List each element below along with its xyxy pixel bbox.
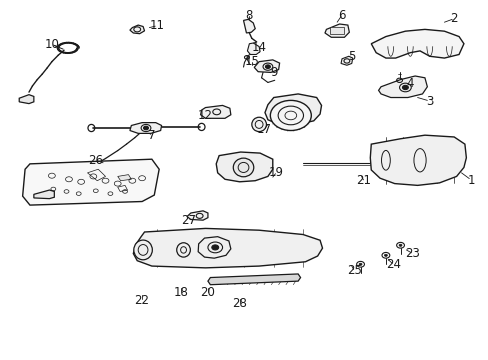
Circle shape xyxy=(402,85,407,90)
Polygon shape xyxy=(340,56,352,65)
Polygon shape xyxy=(207,274,300,285)
Polygon shape xyxy=(325,24,348,37)
Ellipse shape xyxy=(251,117,266,132)
Text: 4: 4 xyxy=(406,77,413,90)
Text: 23: 23 xyxy=(405,247,419,260)
Text: 20: 20 xyxy=(200,287,215,300)
Polygon shape xyxy=(130,25,144,34)
Polygon shape xyxy=(198,237,230,258)
Text: 15: 15 xyxy=(244,55,259,68)
Text: 8: 8 xyxy=(245,9,253,22)
Text: 19: 19 xyxy=(268,166,283,179)
Text: 6: 6 xyxy=(338,9,345,22)
Text: 12: 12 xyxy=(198,109,213,122)
Polygon shape xyxy=(264,94,321,125)
Polygon shape xyxy=(247,43,260,54)
Circle shape xyxy=(143,126,148,130)
Circle shape xyxy=(265,65,270,68)
Text: 11: 11 xyxy=(149,19,164,32)
Polygon shape xyxy=(118,175,131,181)
Polygon shape xyxy=(22,159,159,205)
Polygon shape xyxy=(216,152,272,182)
Polygon shape xyxy=(133,228,322,268)
Polygon shape xyxy=(130,123,161,134)
Ellipse shape xyxy=(134,240,152,260)
Polygon shape xyxy=(19,95,34,104)
Circle shape xyxy=(398,244,401,246)
Circle shape xyxy=(358,263,361,265)
Text: 24: 24 xyxy=(385,258,400,271)
Text: 17: 17 xyxy=(256,123,271,136)
Text: 5: 5 xyxy=(347,50,355,63)
Text: 2: 2 xyxy=(449,12,457,25)
Circle shape xyxy=(270,100,311,131)
Text: 10: 10 xyxy=(44,38,59,51)
Ellipse shape xyxy=(233,158,253,177)
Text: 3: 3 xyxy=(425,95,432,108)
Polygon shape xyxy=(186,211,207,220)
Polygon shape xyxy=(370,30,463,58)
Text: 18: 18 xyxy=(173,287,188,300)
Polygon shape xyxy=(254,60,279,72)
Ellipse shape xyxy=(176,243,190,257)
Circle shape xyxy=(211,245,218,250)
Text: 21: 21 xyxy=(356,174,371,187)
Text: 26: 26 xyxy=(88,154,103,167)
Polygon shape xyxy=(378,76,427,98)
Text: 9: 9 xyxy=(269,66,277,79)
Polygon shape xyxy=(369,135,466,185)
Circle shape xyxy=(384,254,386,256)
Text: 1: 1 xyxy=(467,174,474,186)
Bar xyxy=(329,27,344,35)
Text: 25: 25 xyxy=(346,264,361,277)
Polygon shape xyxy=(34,190,54,199)
Text: 22: 22 xyxy=(134,294,149,307)
Text: 16: 16 xyxy=(275,109,290,122)
Text: 27: 27 xyxy=(181,214,196,227)
Polygon shape xyxy=(200,105,230,118)
Text: 14: 14 xyxy=(251,41,266,54)
Text: 28: 28 xyxy=(232,297,246,310)
Text: 7: 7 xyxy=(148,129,155,142)
Polygon shape xyxy=(243,19,255,33)
Text: 13: 13 xyxy=(285,120,300,133)
